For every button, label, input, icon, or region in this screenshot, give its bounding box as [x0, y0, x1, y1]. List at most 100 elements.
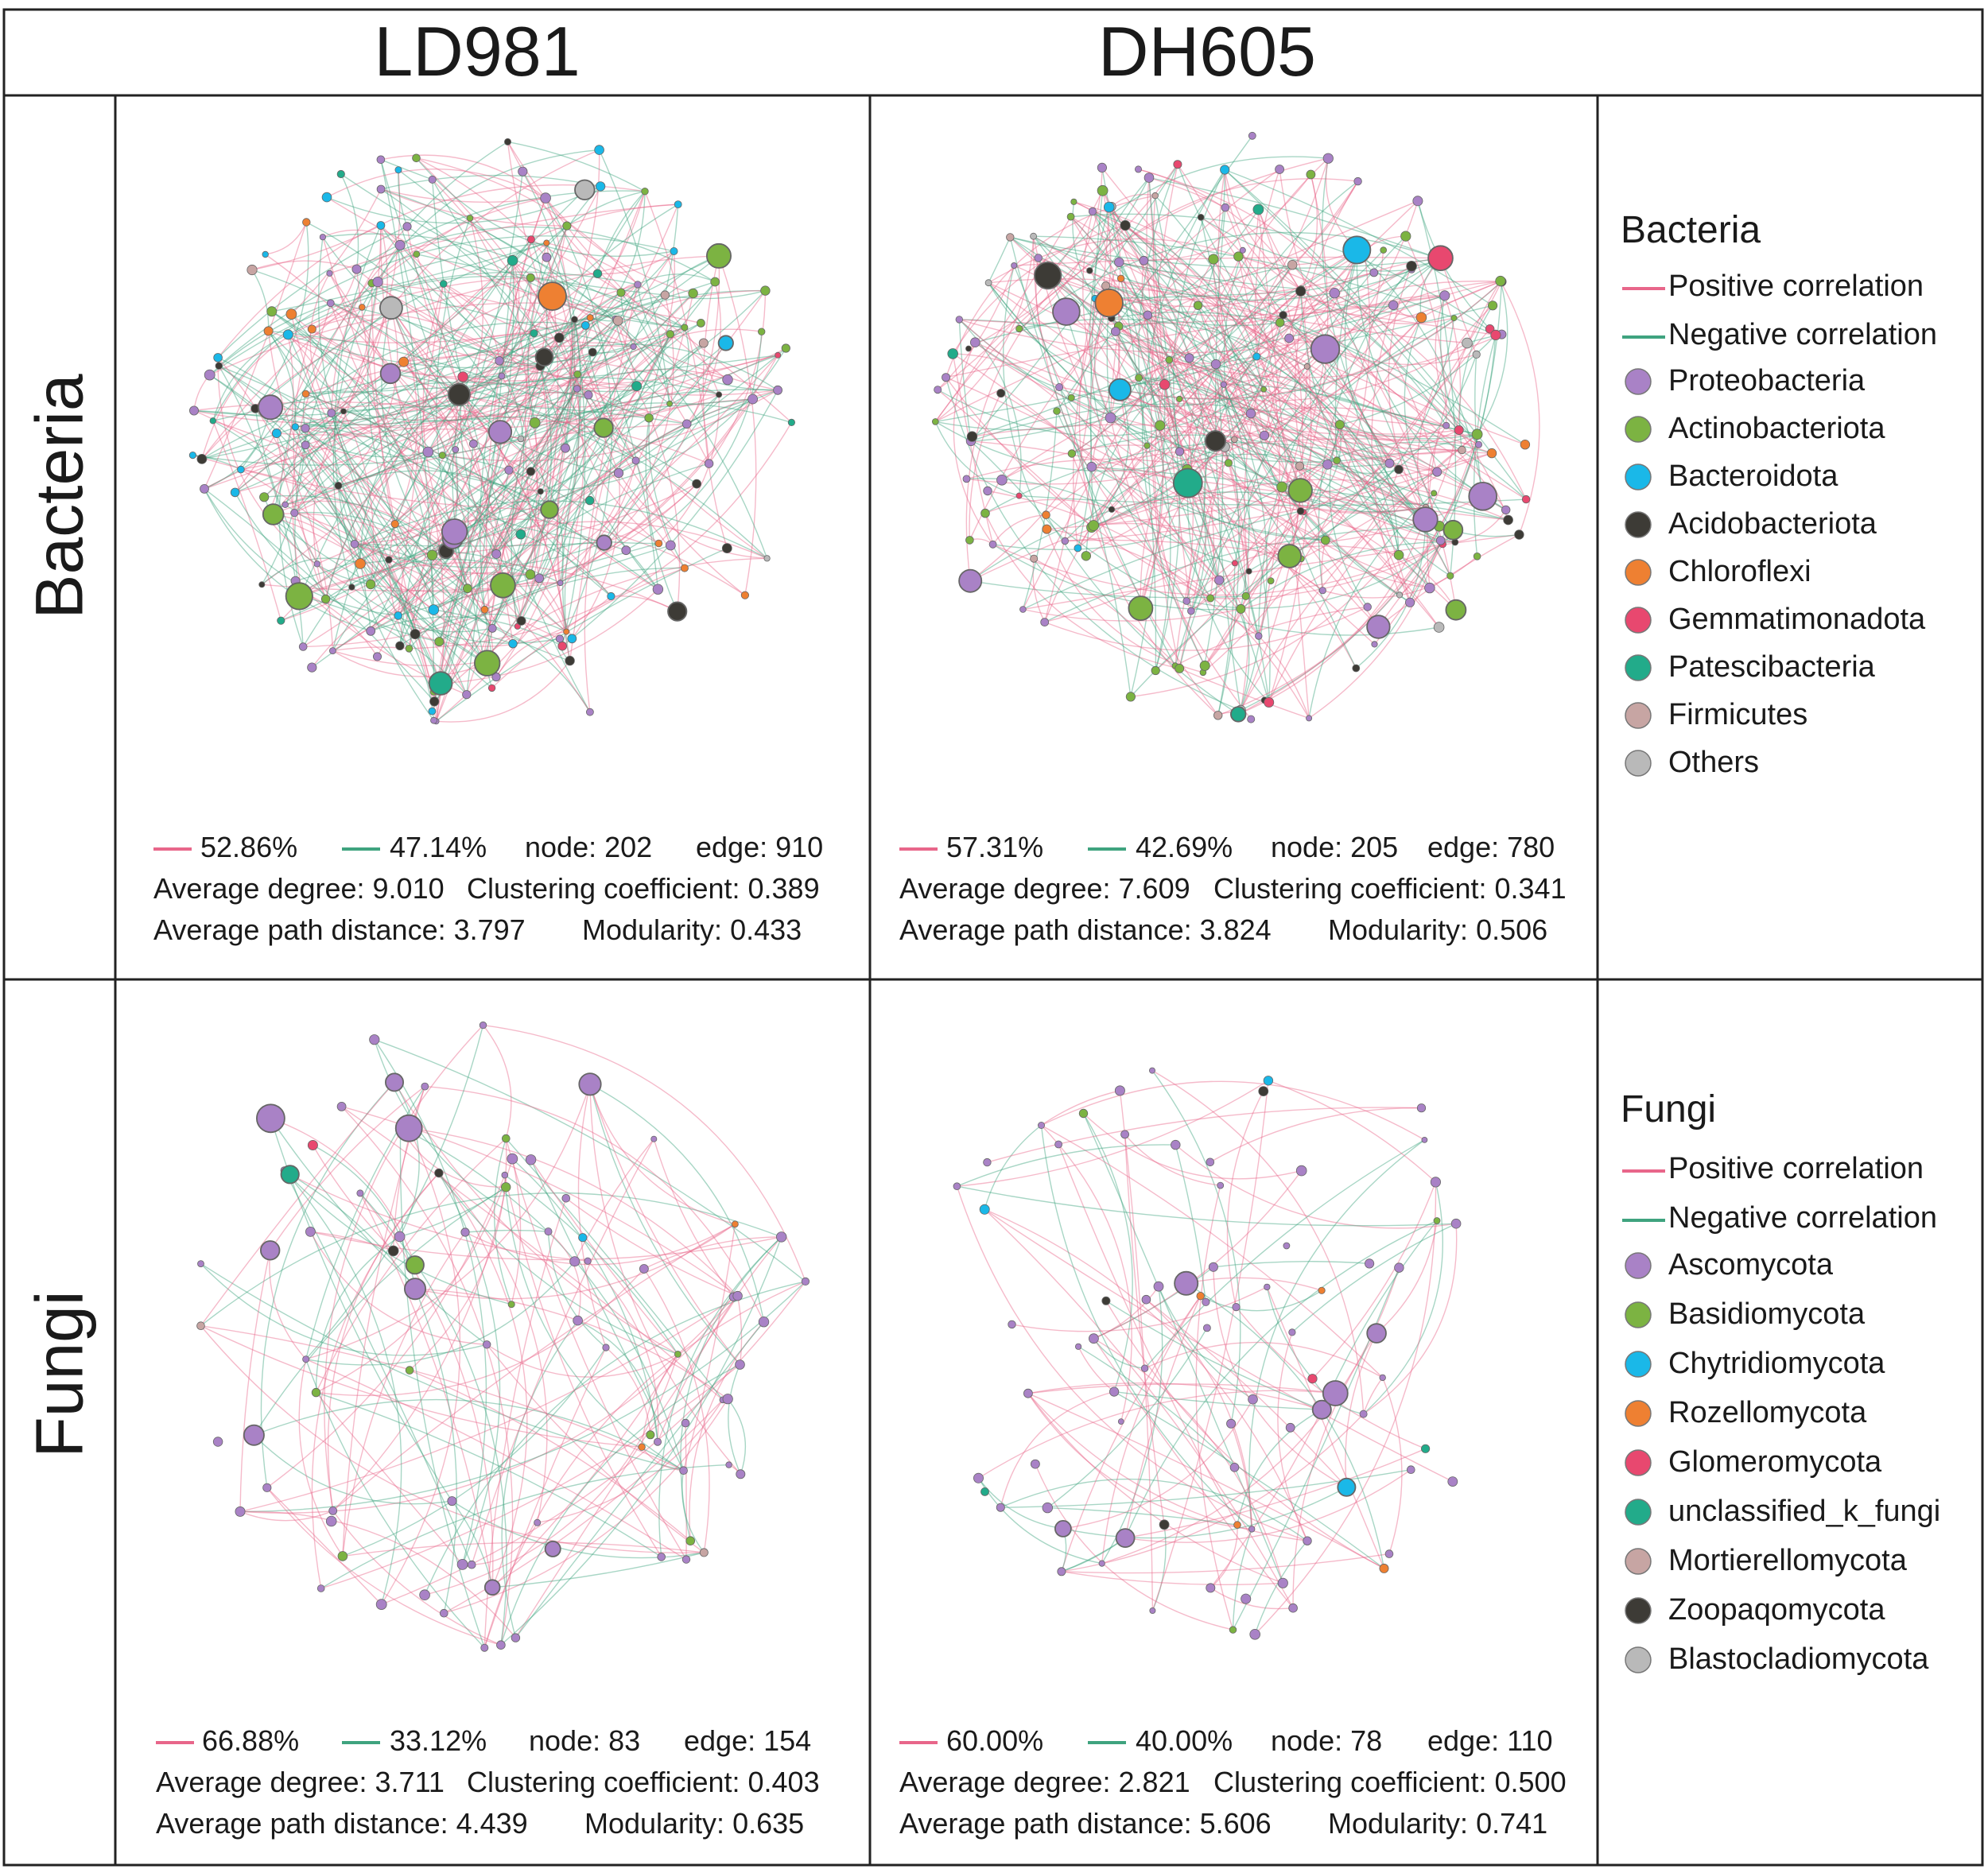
node-others	[574, 179, 596, 201]
negative-edge	[201, 324, 586, 460]
negative-edge	[1120, 278, 1157, 671]
negative-edge	[322, 236, 545, 358]
positive-edge	[1140, 425, 1164, 609]
negative-edge	[988, 282, 1188, 471]
node-chloroflexi	[285, 308, 297, 320]
node-ascomycota	[356, 1189, 364, 1197]
clustering-coefficient: Clustering coefficient: 0.403	[467, 1766, 820, 1798]
node-actinobacteriota	[1277, 544, 1303, 568]
node-ascomycota	[325, 1515, 337, 1527]
positive-edge	[332, 650, 487, 677]
positive-edge	[251, 260, 357, 271]
positive-edge	[293, 327, 685, 514]
positive-edge	[1164, 180, 1359, 386]
node-proteobacteria	[491, 549, 502, 559]
node-unclassified_k_fungi	[1420, 1444, 1431, 1453]
positive-edge	[1209, 1525, 1238, 1588]
negative-edge	[462, 376, 636, 462]
positive-edge	[273, 513, 468, 589]
node-bacteroidota	[237, 465, 245, 474]
node-actinobacteriota	[781, 343, 790, 353]
node-actinobacteriota	[1260, 386, 1268, 393]
negative-edge	[1223, 384, 1268, 711]
positive-line-swatch	[156, 1741, 194, 1744]
node-ascomycota	[1232, 1302, 1241, 1312]
node-bacteroidota	[595, 181, 606, 192]
node-actinobacteriota	[1143, 442, 1151, 449]
negative-edge	[330, 302, 500, 362]
negative-edge	[400, 1127, 685, 1471]
positive-edge	[641, 1353, 678, 1448]
negative-edge	[433, 573, 530, 611]
positive-edge	[355, 269, 396, 525]
negative-percent: 47.14%	[390, 831, 487, 863]
positive-edge	[984, 1208, 1308, 1541]
positive-edge	[682, 1223, 736, 1471]
positive-edge	[472, 1522, 538, 1565]
node-proteobacteria	[1114, 257, 1124, 268]
node-ascomycota	[578, 1072, 602, 1096]
legend-label-patescibacteria: Patescibacteria	[1668, 650, 1875, 684]
negative-edge	[561, 319, 586, 646]
node-actinobacteriota	[1233, 251, 1244, 262]
negative-edge	[504, 1175, 684, 1472]
node-proteobacteria	[313, 560, 320, 568]
positive-edge	[1027, 1383, 1336, 1394]
node-chloroflexi	[1520, 440, 1531, 450]
negative-edge	[271, 311, 522, 622]
node-proteobacteria	[1011, 262, 1018, 269]
node-acidobacteriota	[1120, 219, 1131, 231]
node-gemmatimonadota	[487, 684, 496, 692]
node-proteobacteria	[1061, 537, 1070, 545]
negative-edge	[285, 504, 604, 568]
node-proteobacteria	[1239, 246, 1246, 254]
negative-edge	[1105, 285, 1271, 703]
node-acidobacteriota	[395, 641, 405, 651]
positive-edge	[1124, 1295, 1202, 1538]
positive-edge	[356, 269, 779, 396]
positive-edge	[589, 317, 681, 612]
node-ascomycota	[1120, 1130, 1130, 1139]
node-ascomycota	[259, 1240, 281, 1261]
node-ascomycota	[983, 1158, 992, 1167]
edge-count: edge: 780	[1427, 831, 1555, 863]
negative-edge	[370, 427, 604, 585]
node-proteobacteria	[1432, 467, 1442, 477]
node-actinobacteriota	[438, 452, 446, 460]
node-actinobacteriota	[666, 330, 675, 339]
positive-edge	[332, 1223, 736, 1511]
node-proteobacteria	[394, 239, 406, 250]
negative-edge	[1000, 1478, 1308, 1541]
positive-edge	[1109, 417, 1252, 720]
positive-edge	[577, 1084, 607, 1348]
negative-edge	[390, 307, 619, 474]
legend-label-basidiomycota: Basidiomycota	[1668, 1297, 1866, 1331]
node-ascomycota	[212, 1437, 223, 1447]
positive-edge	[1047, 275, 1454, 531]
node-proteobacteria	[1284, 333, 1294, 343]
positive-edge	[1250, 413, 1462, 456]
positive-edge	[1091, 258, 1441, 528]
negative-edge	[235, 361, 405, 494]
node-proteobacteria	[1475, 440, 1483, 448]
positive-edge	[1178, 668, 1310, 719]
positive-edge	[686, 281, 721, 425]
negative-edge	[625, 332, 763, 551]
positive-edge	[1070, 216, 1163, 427]
node-actinobacteriota	[710, 277, 720, 287]
negative-edge	[584, 325, 637, 461]
node-acidobacteriota	[692, 479, 701, 489]
positive-edge	[1140, 355, 1257, 609]
node-ascomycota	[1008, 1320, 1016, 1329]
positive-edge	[538, 355, 779, 579]
negative-edge	[603, 322, 701, 429]
node-chytridiomycota	[1337, 1477, 1357, 1497]
negative-edge	[504, 1174, 678, 1355]
legend-label-bacteroidota: Bacteroidota	[1668, 460, 1839, 493]
negative-edge	[192, 454, 443, 466]
positive-edge	[1268, 433, 1478, 703]
average-path-distance: Average path distance: 3.824	[899, 913, 1272, 946]
positive-edge	[530, 1159, 678, 1355]
positive-edge	[504, 1174, 662, 1557]
